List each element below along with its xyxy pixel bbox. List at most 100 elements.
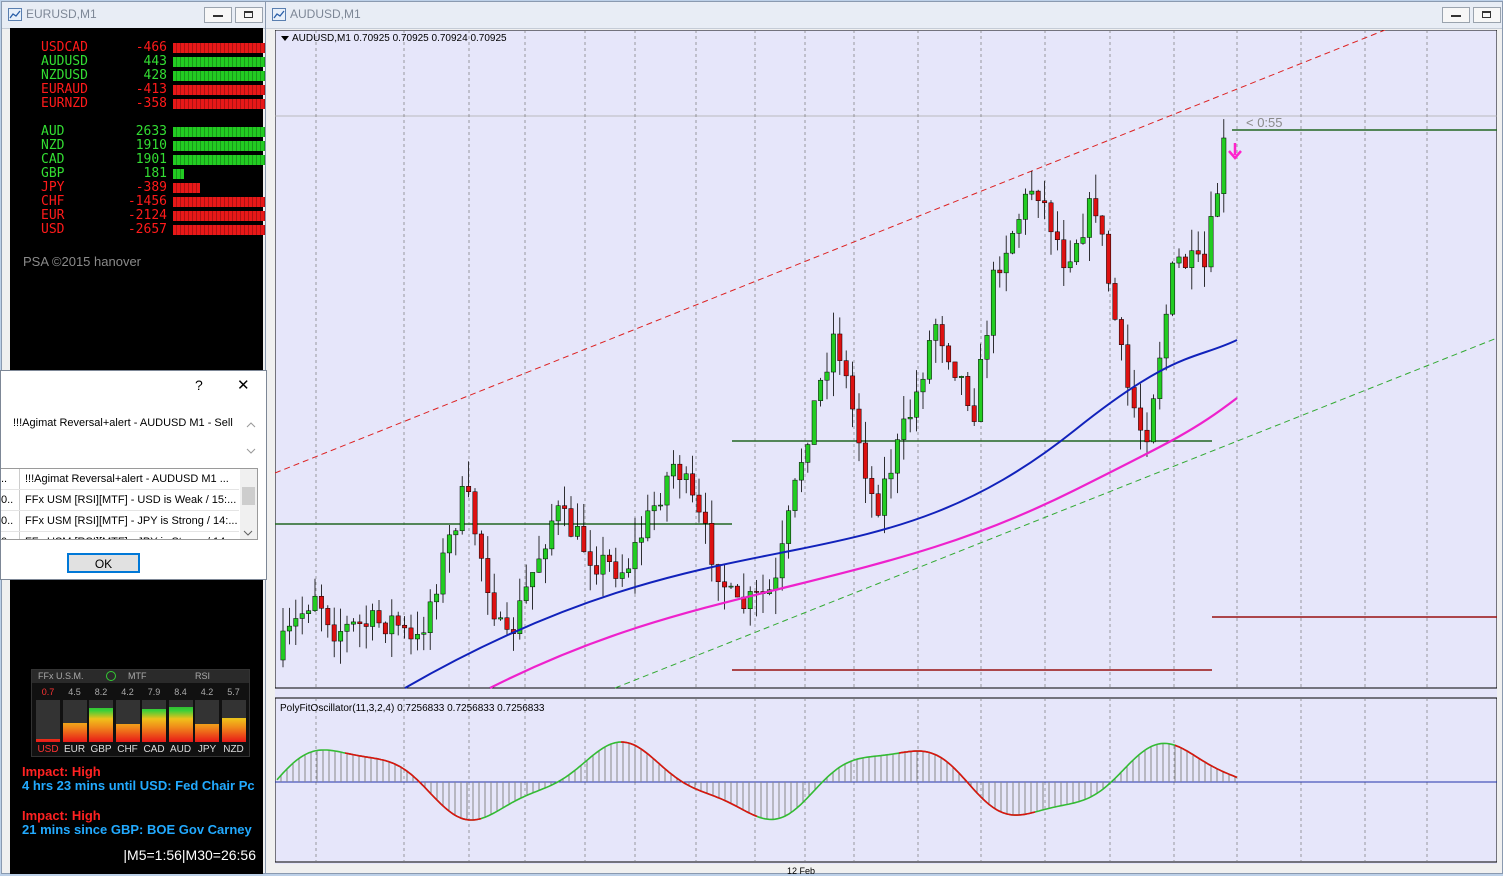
candle-body [869,478,875,494]
candle-body [536,558,542,573]
maximize-icon [1482,11,1491,18]
oscillator-label: PolyFitOscillator(11,3,2,4) 0.7256833 0.… [280,703,545,714]
maximize-button[interactable] [1473,7,1501,23]
alert-time: 0.. [1,532,20,539]
alert-list-item[interactable]: 0.. FFx USM [RSI][MTF] - JPY is Strong / … [1,532,239,539]
candle-body [325,608,331,626]
message-scrollbar[interactable] [244,409,258,457]
candle-body [382,622,388,635]
ok-button[interactable]: OK [67,553,140,573]
candle-body [1221,137,1227,194]
candle-body [702,511,708,524]
candle-body [427,601,433,633]
help-button[interactable]: ? [195,377,203,393]
candle-body [1176,256,1182,264]
candle-body [984,335,990,360]
news-impact: Impact: High [22,809,101,823]
candle-body [568,508,574,537]
candle-body [747,591,753,610]
candle-body [709,523,715,565]
price-chart[interactable]: AUDUSD,M1 0.70925 0.70925 0.70924 0.7092… [275,30,1497,876]
currency-name: CAD [41,152,65,167]
usm-value: 4.2 [121,687,134,697]
alert-list-item[interactable]: 0.. FFx USM [RSI][MTF] - JPY is Strong / … [1,511,239,532]
usm-settings-icon[interactable] [106,671,116,681]
candle-body [485,558,491,593]
usm-bar [89,700,113,742]
candle-body [530,572,536,588]
meter-copyright: PSA ©2015 hanover [23,254,141,269]
candle-body [498,617,504,620]
usm-title: FFx U.S.M. [38,671,84,681]
left-window-titlebar[interactable]: EURUSD,M1 [2,2,265,29]
candle-body [786,510,792,544]
candle-body [453,530,459,536]
candle-body [350,621,356,625]
currency-value: -1456 [127,194,167,209]
candle-body [1003,252,1009,274]
candle-body [606,554,612,562]
candle-body [1112,283,1118,320]
candle-body [990,269,996,336]
dropdown-arrow-icon[interactable] [281,36,289,41]
currency-value: 1901 [135,152,167,167]
moving-average-slow [489,397,1238,689]
candle-body [677,463,683,480]
candle-body [914,391,920,418]
minimize-button[interactable] [1442,7,1470,23]
usm-currency-label: GBP [90,744,112,755]
alert-message: !!!Agimat Reversal+alert - AUDUSD M1 - S… [13,417,233,429]
candle-body [638,537,644,543]
usm-bar [168,700,193,742]
maximize-button[interactable] [235,7,263,23]
candle-body [312,595,318,611]
candle-body [715,564,721,583]
candle-body [574,526,580,537]
candle-body [1029,190,1035,195]
candle-body [1138,407,1144,431]
candle-body [478,533,484,559]
candle-body [1150,398,1156,443]
candle-body [299,613,305,619]
minimize-button[interactable] [204,7,232,23]
alerts-list[interactable]: .. !!!Agimat Reversal+alert - AUDUSD M1 .… [1,468,258,540]
candle-body [856,408,862,444]
scroll-down-icon[interactable] [240,527,257,539]
candle-body [952,361,958,378]
candle-body [811,400,817,445]
channel-upper-line [275,30,1386,474]
close-button[interactable]: ✕ [237,377,250,394]
pair-strength-bar [173,43,266,53]
chart-canvas[interactable] [275,30,1497,864]
news-item: Impact: High 4 hrs 23 mins until USD: Fe… [22,765,263,793]
candle-body [933,324,939,341]
alert-text: FFx USM [RSI][MTF] - JPY is Strong / 14:… [25,532,238,539]
usm-value: 0.7 [41,687,55,697]
candle-body [901,418,907,440]
candle-body [1170,262,1176,315]
candle-body [587,551,593,566]
chart-window-titlebar[interactable]: AUDUSD,M1 [266,2,1502,29]
candle-body [1214,193,1220,217]
chart-header-text: AUDUSD,M1 0.70925 0.70925 0.70924 0.7092… [292,33,507,44]
moving-average-fast [404,339,1238,689]
candle-body [722,581,728,588]
candle-body [1016,219,1022,234]
candle-body [1208,216,1214,268]
candle-body [581,526,587,552]
candle-body [440,552,446,595]
list-scrollbar[interactable] [240,469,257,539]
candle-body [293,618,299,627]
scroll-down-icon[interactable] [244,445,258,457]
candle-body [613,561,619,579]
pair-strength-bar [173,99,266,109]
scroll-up-icon[interactable] [244,419,258,431]
time-axis-date-label: 12 Feb [787,866,816,876]
currency-value: -389 [135,180,167,195]
alert-list-item[interactable]: .. !!!Agimat Reversal+alert - AUDUSD M1 .… [1,469,239,490]
alert-list-item[interactable]: 0.. FFx USM [RSI][MTF] - USD is Weak / 15… [1,490,239,511]
currency-name: JPY [41,180,65,195]
candle-body [414,634,420,640]
candle-body [472,491,478,535]
scroll-thumb[interactable] [242,487,255,505]
